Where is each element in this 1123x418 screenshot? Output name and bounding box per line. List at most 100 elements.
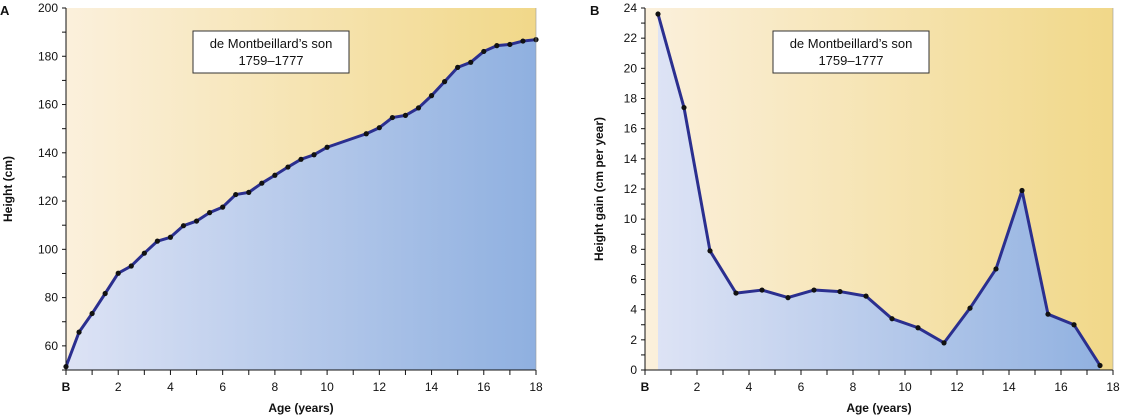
- data-point: [363, 131, 369, 137]
- annotation-box-a: de Montbeillard’s son 1759–1777: [192, 30, 350, 74]
- data-point: [402, 112, 409, 118]
- x-tick-label: 16: [477, 380, 491, 394]
- x-tick-label: 4: [746, 380, 753, 394]
- data-point: [1097, 362, 1103, 369]
- data-point: [707, 248, 713, 254]
- data-point: [733, 290, 739, 296]
- y-axis-title-a: Height (cm): [1, 156, 15, 222]
- y-tick-label: 4: [630, 303, 637, 317]
- x-tick-label: 8: [850, 380, 857, 394]
- data-point: [967, 305, 973, 311]
- data-point: [428, 93, 435, 99]
- data-point: [141, 250, 147, 256]
- y-tick-label: 100: [38, 242, 58, 256]
- data-point: [285, 164, 291, 170]
- data-point: [259, 180, 265, 186]
- data-point: [655, 11, 661, 17]
- y-tick-label: 20: [624, 61, 638, 75]
- data-point: [1071, 322, 1077, 328]
- y-tick-label: 18: [624, 92, 638, 106]
- x-tick-label: 2: [694, 380, 701, 394]
- data-point: [76, 329, 82, 335]
- data-point: [415, 105, 422, 111]
- data-point: [167, 234, 174, 240]
- x-tick-label: 14: [425, 380, 439, 394]
- x-axis-title-a: Age (years): [268, 401, 333, 415]
- annotation-line2-a: 1759–1777: [238, 53, 303, 68]
- data-point: [494, 43, 500, 49]
- y-axis-title-b: Height gain (cm per year): [592, 117, 606, 261]
- data-point: [1019, 187, 1025, 194]
- data-point: [180, 223, 187, 229]
- data-point: [89, 310, 95, 317]
- y-tick-label: 80: [45, 291, 59, 305]
- x-tick-label: 18: [1106, 380, 1120, 394]
- data-point: [837, 288, 843, 295]
- x-tick-label: B: [641, 380, 650, 394]
- y-tick-label: 6: [630, 273, 637, 287]
- data-point: [272, 172, 278, 178]
- data-point: [102, 290, 108, 297]
- data-point: [207, 210, 213, 216]
- y-tick-label: 120: [38, 194, 58, 208]
- annotation-box-b: de Montbeillard’s son 1759–1777: [772, 30, 930, 74]
- x-tick-label: 10: [898, 380, 912, 394]
- data-point: [941, 340, 947, 346]
- x-tick-label: 8: [272, 380, 279, 394]
- x-axis-title-b: Age (years): [846, 401, 911, 415]
- y-tick-label: 180: [38, 49, 58, 63]
- annotation-line2-b: 1759–1777: [818, 53, 883, 68]
- y-tick-label: 60: [45, 339, 59, 353]
- area-fill-b: [658, 14, 1113, 371]
- data-point: [376, 125, 382, 131]
- y-tick-label: 10: [624, 212, 638, 226]
- panel-label-a: A: [0, 3, 10, 18]
- data-point: [759, 287, 765, 293]
- x-tick-label: 16: [1054, 380, 1068, 394]
- x-tick-label: 12: [950, 380, 964, 394]
- data-point: [324, 144, 330, 150]
- data-point: [468, 59, 474, 65]
- y-tick-label: 22: [624, 31, 638, 45]
- y-tick-label: 200: [38, 1, 58, 15]
- data-point: [785, 295, 791, 301]
- data-point: [233, 191, 239, 198]
- data-point: [220, 204, 226, 210]
- data-point: [298, 156, 304, 162]
- data-point: [128, 263, 134, 269]
- data-point: [507, 41, 513, 48]
- y-tick-label: 0: [630, 363, 637, 377]
- data-point: [246, 189, 252, 195]
- data-point: [115, 270, 121, 276]
- data-point: [993, 266, 999, 272]
- annotation-line1-a: de Montbeillard’s son: [210, 36, 333, 51]
- data-point: [1045, 311, 1051, 317]
- y-tick-label: 12: [624, 182, 638, 196]
- y-tick-label: 2: [630, 333, 637, 347]
- y-tick-label: 14: [624, 152, 638, 166]
- x-tick-label: 18: [529, 380, 543, 394]
- data-point: [481, 48, 487, 55]
- y-tick-label: 24: [624, 1, 638, 15]
- x-tick-label: 10: [320, 380, 334, 394]
- x-tick-label: 12: [373, 380, 387, 394]
- x-tick-label: 14: [1002, 380, 1016, 394]
- area-fill-a: [66, 39, 536, 371]
- x-tick-label: 2: [115, 380, 122, 394]
- data-point: [455, 64, 461, 70]
- annotation-line1-b: de Montbeillard’s son: [790, 36, 913, 51]
- chart-panel-a: A B 2 4 6 8 10 12 14 16 186080100120140160180200 …: [0, 1, 543, 415]
- data-point: [915, 325, 921, 331]
- y-tick-label: 16: [624, 122, 638, 136]
- x-tick-label: 6: [798, 380, 805, 394]
- data-point: [520, 38, 526, 44]
- y-tick-label: 8: [630, 242, 637, 256]
- series-line-b: [656, 13, 1102, 367]
- data-point: [154, 238, 160, 244]
- data-point: [311, 152, 317, 158]
- x-tick-label: B: [62, 380, 71, 394]
- panel-label-b: B: [590, 3, 599, 18]
- y-tick-label: 140: [38, 146, 58, 160]
